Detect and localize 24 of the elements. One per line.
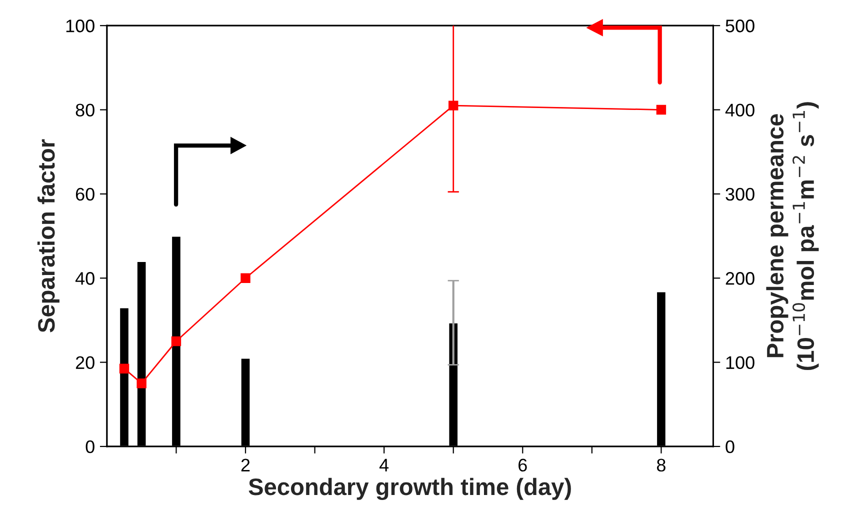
- y-tick-label: 40: [75, 272, 94, 285]
- point: [240, 273, 250, 283]
- point: [656, 104, 666, 115]
- y2-tick-label: 0: [726, 440, 734, 454]
- x-tick-label: 2: [241, 458, 250, 472]
- x-tick-label: 6: [518, 458, 527, 472]
- y-tick-label: 100: [66, 20, 94, 32]
- y2-tick-label: 400: [725, 104, 754, 116]
- y-tick-label: 20: [76, 356, 94, 370]
- y2-tick-label: 300: [726, 188, 754, 201]
- y-tick-label: 80: [76, 104, 94, 116]
- point: [136, 378, 146, 388]
- x-axis-title: Secondary growth time (day): [248, 478, 571, 500]
- y2-tick-label: 100: [726, 356, 754, 370]
- text: Propylene permeance (10$^{−10}$mol pa$^{−1}$m$^{−2}$ s$^{−1}$): [766, 102, 819, 370]
- point: [119, 364, 130, 374]
- y-axis-title: Separation factor: [37, 139, 60, 332]
- y2-tick-label: 500: [726, 20, 754, 32]
- y-tick-label: 0: [86, 440, 94, 454]
- x-tick-label: 4: [379, 458, 389, 472]
- x-tick-label: 8: [656, 458, 666, 472]
- y-tick-label: 60: [76, 188, 94, 201]
- point: [171, 336, 182, 346]
- y2-tick-label: 200: [726, 272, 754, 285]
